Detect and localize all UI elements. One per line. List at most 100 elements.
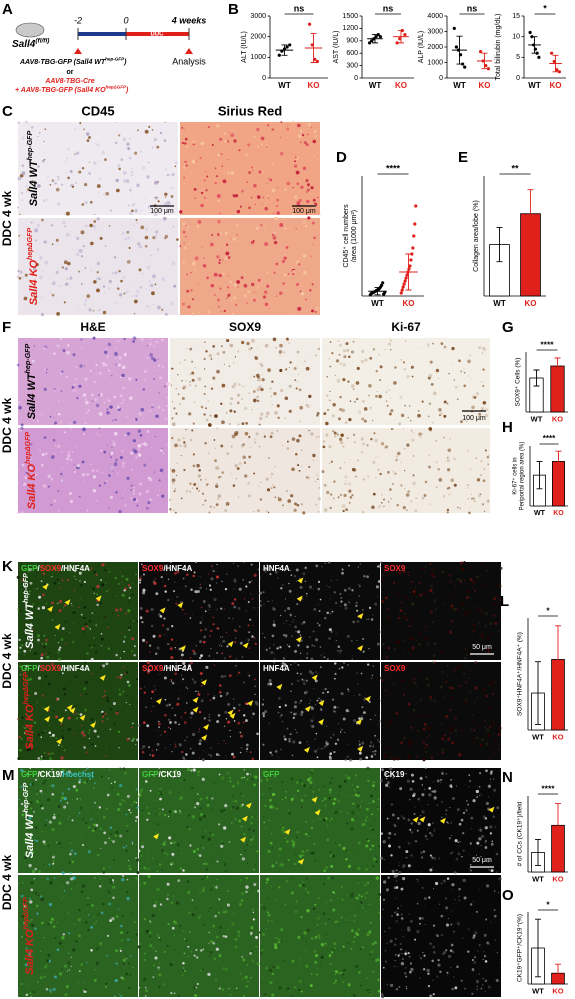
texture — [292, 621, 294, 623]
texture — [156, 305, 161, 310]
text-part: GFP — [21, 664, 38, 673]
texture — [400, 359, 402, 361]
texture — [245, 743, 249, 747]
texture — [448, 837, 452, 840]
texture — [248, 435, 251, 439]
texture — [247, 494, 251, 498]
texture — [60, 846, 63, 849]
texture — [140, 337, 144, 342]
texture — [231, 312, 235, 316]
texture — [318, 789, 320, 791]
texture — [124, 672, 127, 675]
texture — [54, 421, 58, 425]
texture — [133, 921, 136, 924]
texture — [191, 751, 195, 755]
texture — [302, 511, 306, 515]
texture — [426, 736, 428, 739]
texture — [308, 288, 312, 292]
texture — [241, 340, 245, 345]
texture — [169, 721, 172, 724]
texture — [21, 199, 24, 201]
texture — [469, 654, 471, 656]
image-background — [18, 122, 178, 215]
texture — [295, 228, 297, 230]
texture — [106, 719, 108, 721]
texture — [358, 906, 360, 908]
y-axis-label: ALP (IU/L) — [418, 31, 425, 64]
texture — [259, 591, 263, 595]
texture — [95, 461, 97, 463]
texture — [81, 843, 85, 847]
texture — [164, 852, 167, 854]
texture — [182, 302, 185, 306]
texture — [127, 147, 131, 151]
texture — [218, 953, 222, 958]
texture — [291, 754, 294, 757]
texture — [184, 183, 186, 185]
texture — [281, 828, 285, 832]
texture — [256, 195, 261, 199]
texture — [271, 600, 273, 602]
texture — [167, 598, 170, 602]
texture — [218, 261, 221, 265]
texture — [360, 359, 365, 364]
texture — [26, 748, 30, 752]
y-axis-label: /area (1000 μm²) — [351, 210, 358, 262]
texture — [314, 953, 319, 958]
texture — [103, 402, 106, 404]
texture — [22, 882, 24, 884]
texture — [394, 711, 395, 713]
text-part: SOX9 — [384, 564, 406, 573]
texture — [135, 289, 140, 294]
texture — [420, 871, 423, 873]
texture — [298, 198, 302, 202]
texture — [101, 715, 105, 718]
texture — [246, 980, 249, 983]
column-title: Ki-67 — [391, 320, 421, 334]
texture — [315, 306, 320, 311]
texture — [294, 379, 297, 382]
texture — [140, 210, 142, 212]
texture — [52, 860, 55, 863]
texture — [138, 247, 140, 249]
arrowhead — [56, 738, 63, 745]
texture — [374, 787, 377, 791]
texture — [427, 803, 429, 806]
texture — [149, 789, 152, 792]
data-point — [277, 53, 281, 57]
texture — [430, 834, 434, 837]
texture — [210, 951, 213, 954]
texture — [444, 734, 447, 737]
texture — [296, 836, 298, 839]
texture — [115, 458, 118, 462]
texture — [248, 674, 251, 677]
texture — [115, 357, 117, 360]
texture — [331, 777, 334, 779]
texture — [272, 607, 275, 610]
texture — [181, 750, 184, 754]
label: AAV8-TBG-GFP (Sall4 WThep-GFP) — [19, 57, 127, 66]
text-part: / — [37, 564, 40, 573]
texture — [375, 476, 377, 478]
texture — [35, 839, 39, 842]
y-tick-label: 5 — [516, 54, 520, 61]
texture — [41, 831, 43, 833]
texture — [164, 746, 167, 749]
texture — [247, 624, 250, 627]
texture — [32, 221, 34, 223]
texture — [419, 593, 423, 597]
texture — [483, 707, 486, 709]
texture — [495, 701, 497, 703]
group-label: KO — [553, 510, 564, 517]
texture — [172, 481, 175, 485]
texture — [332, 698, 335, 701]
texture — [184, 711, 187, 714]
texture — [388, 831, 392, 835]
texture — [300, 699, 303, 702]
texture — [23, 921, 26, 924]
texture — [263, 821, 265, 824]
texture — [105, 479, 108, 482]
texture — [230, 299, 233, 302]
texture — [344, 475, 348, 479]
texture — [224, 910, 228, 914]
